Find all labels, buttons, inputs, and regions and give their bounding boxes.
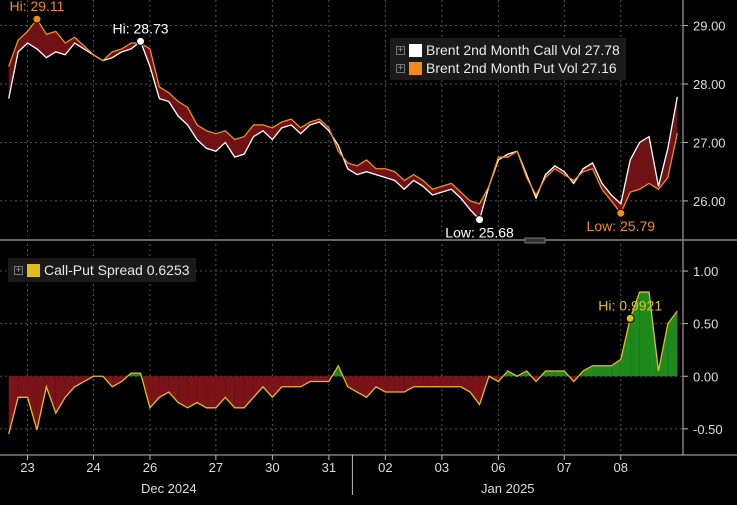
upper-y-tick-label: 28.00	[693, 77, 726, 92]
spread-area-segment	[300, 376, 311, 387]
spread-area-segment	[168, 376, 179, 403]
panel-resize-handle[interactable]	[524, 237, 546, 244]
spread-area-segment	[178, 376, 188, 408]
spread-area-segment	[197, 376, 207, 408]
spread-area-segment	[554, 370, 565, 377]
annotation-label: Hi: 0.9921	[598, 297, 662, 313]
legend-item-spread[interactable]: + Call-Put Spread 0.6253	[14, 261, 190, 279]
lower-y-tick-label: 0.00	[693, 369, 718, 384]
spread-area-segment	[234, 376, 245, 408]
lower-y-tick-label: 1.00	[693, 264, 718, 279]
spread-area-segment	[65, 376, 75, 398]
spread-area-segment	[667, 311, 678, 377]
spread-area-segment	[583, 365, 593, 377]
spread-area-segment	[18, 376, 28, 398]
spread-area-segment	[385, 376, 395, 393]
spread-area-segment	[253, 376, 263, 398]
spread-name: Call-Put Spread	[44, 262, 143, 278]
spread-area-segment	[423, 376, 433, 387]
x-tick-label: 23	[20, 460, 34, 475]
spread-area-segment	[601, 365, 612, 377]
put-vol-name: Brent 2nd Month Put Vol	[426, 60, 578, 76]
x-tick-label: 26	[143, 460, 157, 475]
x-tick-label: 31	[322, 460, 336, 475]
spread-area-segment	[611, 359, 621, 377]
spread-area-segment	[131, 373, 141, 377]
spread-area-segment	[244, 376, 254, 408]
spread-area-segment	[112, 376, 122, 387]
x-tick-label: 06	[491, 460, 505, 475]
annotation-marker	[136, 36, 146, 46]
spread-area-segment	[215, 376, 226, 408]
call-vol-last: 27.78	[584, 42, 620, 58]
annotation-marker	[32, 14, 42, 24]
spread-swatch	[27, 263, 40, 277]
annotation-label: Hi: 28.73	[113, 20, 169, 36]
spread-last: 0.6253	[146, 262, 190, 278]
annotation-marker	[625, 313, 635, 323]
spread-area-segment	[310, 376, 320, 382]
spread-area-segment	[149, 376, 160, 408]
spread-line	[8, 291, 678, 435]
upper-legend: + Brent 2nd Month Call Vol 27.78 + Brent…	[390, 38, 626, 80]
x-tick-label: 27	[209, 460, 223, 475]
call-vol-swatch	[409, 43, 422, 57]
lower-legend: + Call-Put Spread 0.6253	[8, 258, 196, 282]
spread-area-segment	[413, 376, 424, 387]
spread-area-segment	[8, 376, 19, 435]
x-tick-label: 07	[557, 460, 571, 475]
spread-area-segment	[187, 376, 198, 408]
x-tick-label: 08	[614, 460, 628, 475]
spread-area-segment	[27, 376, 37, 430]
spread-area-segment	[366, 376, 376, 398]
annotation-label: Hi: 29.11	[9, 0, 64, 14]
annotation-marker	[475, 215, 485, 225]
x-tick-label: 30	[265, 460, 279, 475]
period-label: Jan 2025	[481, 481, 535, 496]
call-vol-name: Brent 2nd Month Call Vol	[426, 42, 581, 58]
annotation-label: Low: 25.68	[445, 225, 514, 241]
spread-area-segment	[432, 376, 442, 387]
lower-y-tick-label: 0.50	[693, 317, 718, 332]
put-vol-line	[8, 17, 678, 215]
spread-area-segment	[46, 376, 56, 414]
spread-area-segment	[451, 376, 461, 387]
x-tick-label: 24	[86, 460, 100, 475]
spread-area-segment	[272, 376, 282, 398]
spread-area-segment	[357, 376, 367, 398]
spread-area-segment	[545, 370, 555, 377]
spread-area-segment	[281, 376, 292, 387]
x-tick-label: 02	[378, 460, 392, 475]
spread-area-segment	[319, 376, 329, 382]
lower-y-tick-label: -0.50	[693, 422, 723, 437]
spread-area-segment	[159, 376, 169, 398]
annotation-label: Low: 25.79	[587, 218, 656, 234]
expand-icon[interactable]: +	[14, 264, 23, 276]
spread-area-segment	[74, 376, 85, 387]
expand-icon[interactable]: +	[396, 44, 405, 56]
spread-area-segment	[639, 292, 650, 377]
put-vol-swatch	[409, 61, 422, 75]
upper-y-tick-label: 26.00	[693, 194, 726, 209]
spread-area-segment	[620, 318, 631, 377]
upper-y-tick-label: 29.00	[693, 19, 726, 34]
x-tick-label: 03	[435, 460, 449, 475]
upper-y-tick-label: 27.00	[693, 135, 726, 150]
legend-item-call-vol[interactable]: + Brent 2nd Month Call Vol 27.78	[396, 41, 620, 59]
spread-area-segment	[394, 376, 405, 393]
spread-area-segment	[592, 365, 602, 377]
put-vol-last: 27.16	[581, 60, 617, 76]
period-label: Dec 2024	[141, 481, 197, 496]
spread-area-segment	[55, 376, 66, 414]
spread-area-segment	[470, 376, 480, 405]
expand-icon[interactable]: +	[396, 62, 405, 74]
spread-area-segment	[291, 376, 301, 387]
annotation-marker	[616, 208, 626, 218]
legend-item-put-vol[interactable]: + Brent 2nd Month Put Vol 27.16	[396, 59, 620, 77]
spread-area-segment	[262, 376, 273, 398]
spread-area-segment	[441, 376, 452, 387]
spread-area-segment	[206, 376, 216, 408]
